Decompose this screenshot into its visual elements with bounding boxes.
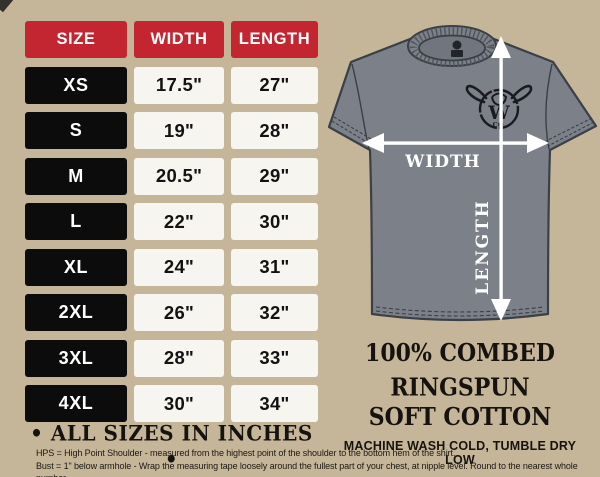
size-cell: S (25, 112, 127, 149)
width-cell: 28" (134, 339, 224, 377)
armhole-seam-right (545, 63, 553, 150)
length-cell: 32" (231, 294, 318, 331)
header-cell-size: SIZE (25, 21, 127, 58)
size-cell: XL (25, 248, 127, 286)
bull-logo: W CO. (465, 84, 533, 130)
care-instructions: MACHINE WASH COLD, TUMBLE DRY LOW (343, 439, 577, 468)
logo-letter: W (487, 102, 510, 124)
size-cell: 2XL (25, 294, 127, 331)
footnote-hps: HPS = High Point Shoulder - measured fro… (36, 448, 456, 458)
bull-horn-left (465, 84, 488, 104)
width-cell: 17.5" (134, 66, 224, 104)
tshirt-body (327, 29, 598, 322)
length-cell: 30" (231, 203, 318, 240)
header-cell-width: WIDTH (134, 21, 224, 58)
tshirt-diagram: W CO. WIDTH LENGTH (327, 25, 598, 322)
sleeve-stitch-right (547, 121, 595, 147)
length-arrow-label: LENGTH (473, 199, 493, 295)
size-cell: L (25, 203, 127, 240)
size-cell: 3XL (25, 339, 127, 377)
width-cell: 20.5" (134, 157, 224, 195)
length-cell: 33" (231, 339, 318, 377)
width-cell: 22" (134, 203, 224, 240)
length-cell: 31" (231, 248, 318, 286)
bull-head (491, 92, 508, 107)
footnotes: HPS = High Point Shoulder - measured fro… (36, 447, 584, 477)
collar-ribbing (409, 27, 495, 67)
width-cell: 26" (134, 294, 224, 331)
fabric-line-1: 100% COMBED RINGSPUN (365, 338, 555, 403)
neck-label-tag (452, 40, 462, 50)
size-cell: 4XL (25, 385, 127, 422)
sleeve-stitch-left2 (333, 116, 372, 140)
length-cell: 27" (231, 66, 318, 104)
length-cell: 34" (231, 385, 318, 422)
sleeve-stitch-left (331, 120, 371, 145)
header-cell-length: LENGTH (231, 21, 318, 58)
length-arrow (491, 36, 511, 321)
footnote-bust: Bust = 1" below armhole - Wrap the measu… (36, 460, 578, 477)
sleeve-stitch-right2 (545, 117, 593, 142)
length-cell: 29" (231, 157, 318, 195)
all-sizes-note: • ALL SIZES IN INCHES • (30, 420, 313, 472)
size-cell: M (25, 157, 127, 195)
neck-label (451, 50, 463, 57)
size-cell: XS (25, 66, 127, 104)
length-cell: 28" (231, 112, 318, 149)
size-table: SIZE WIDTH LENGTH XS 17.5" 27" S 19" 28"… (25, 21, 318, 422)
width-arrow-label: WIDTH (404, 152, 481, 172)
corner-artifact (0, 0, 14, 13)
width-arrow (362, 133, 549, 153)
bull-horn-right (510, 84, 533, 104)
product-description: 100% COMBED RINGSPUN SOFT COTTON MACHINE… (328, 339, 592, 468)
width-cell: 30" (134, 385, 224, 422)
fabric-line-2: SOFT COTTON (368, 401, 552, 432)
width-cell: 19" (134, 112, 224, 149)
collar-inner (418, 34, 486, 62)
logo-sub: CO. (493, 121, 506, 129)
width-cell: 24" (134, 248, 224, 286)
